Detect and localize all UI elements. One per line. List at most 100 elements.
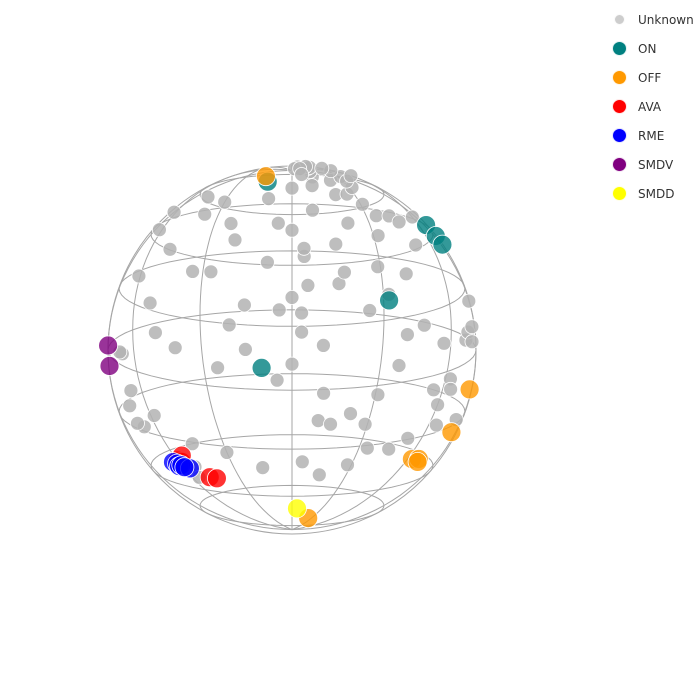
data-point-unknown[interactable] bbox=[311, 467, 327, 483]
data-point-unknown[interactable] bbox=[296, 240, 312, 256]
data-point-unknown[interactable] bbox=[310, 413, 326, 429]
data-point-unknown[interactable] bbox=[221, 317, 237, 333]
data-point-unknown[interactable] bbox=[284, 180, 300, 196]
data-point-unknown[interactable] bbox=[340, 457, 355, 473]
data-point-unknown[interactable] bbox=[131, 268, 147, 284]
data-point-unknown[interactable] bbox=[370, 228, 386, 244]
data-point-unknown[interactable] bbox=[300, 277, 316, 293]
data-point-unknown[interactable] bbox=[343, 406, 358, 422]
legend-label: AVA bbox=[638, 99, 662, 114]
data-point-on[interactable] bbox=[379, 290, 400, 311]
data-point-unknown[interactable] bbox=[368, 208, 384, 224]
data-point-unknown[interactable] bbox=[343, 168, 359, 184]
data-point-unknown[interactable] bbox=[316, 385, 332, 401]
data-point-smdv[interactable] bbox=[99, 356, 120, 376]
data-point-unknown[interactable] bbox=[314, 160, 330, 176]
data-point-unknown[interactable] bbox=[315, 337, 331, 353]
data-point-unknown[interactable] bbox=[328, 236, 344, 252]
data-point-unknown[interactable] bbox=[123, 383, 139, 399]
data-point-unknown[interactable] bbox=[259, 254, 275, 270]
data-point-unknown[interactable] bbox=[404, 209, 420, 225]
data-point-unknown[interactable] bbox=[203, 264, 219, 280]
data-point-unknown[interactable] bbox=[381, 441, 397, 457]
data-point-unknown[interactable] bbox=[399, 327, 415, 343]
data-point-off[interactable] bbox=[255, 166, 276, 187]
data-point-unknown[interactable] bbox=[269, 372, 285, 388]
data-point-unknown[interactable] bbox=[391, 358, 407, 373]
data-point-unknown[interactable] bbox=[391, 214, 407, 230]
data-point-unknown[interactable] bbox=[284, 356, 300, 372]
data-point-unknown[interactable] bbox=[237, 341, 253, 357]
data-point-unknown[interactable] bbox=[370, 259, 386, 275]
data-point-unknown[interactable] bbox=[236, 297, 252, 313]
data-point-unknown[interactable] bbox=[359, 440, 375, 456]
legend-item-on[interactable]: ON bbox=[610, 34, 700, 63]
legend-item-smdd[interactable]: SMDD bbox=[610, 179, 700, 208]
data-point-on[interactable] bbox=[251, 357, 272, 378]
data-point-unknown[interactable] bbox=[284, 222, 300, 238]
data-point-unknown[interactable] bbox=[166, 204, 182, 220]
legend-item-rme[interactable]: RME bbox=[610, 121, 700, 150]
data-point-unknown[interactable] bbox=[184, 436, 200, 452]
data-point-unknown[interactable] bbox=[270, 215, 286, 231]
data-point-unknown[interactable] bbox=[461, 293, 477, 309]
data-point-unknown[interactable] bbox=[428, 417, 444, 433]
data-point-unknown[interactable] bbox=[219, 444, 235, 460]
data-point-unknown[interactable] bbox=[430, 397, 446, 413]
data-point-unknown[interactable] bbox=[398, 266, 414, 282]
data-point-ava[interactable] bbox=[206, 468, 227, 489]
data-point-unknown[interactable] bbox=[323, 416, 338, 432]
data-point-unknown[interactable] bbox=[416, 317, 432, 333]
data-point-unknown[interactable] bbox=[151, 222, 167, 238]
data-point-smdd[interactable] bbox=[287, 498, 307, 519]
data-point-unknown[interactable] bbox=[294, 167, 310, 182]
data-point-unknown[interactable] bbox=[294, 305, 310, 321]
data-point-unknown[interactable] bbox=[167, 340, 183, 356]
data-point-off[interactable] bbox=[407, 451, 428, 472]
data-point-unknown[interactable] bbox=[162, 241, 178, 257]
legend-item-smdv[interactable]: SMDV bbox=[610, 150, 700, 179]
data-point-unknown[interactable] bbox=[284, 289, 300, 305]
data-point-unknown[interactable] bbox=[294, 454, 310, 470]
data-point-unknown[interactable] bbox=[261, 191, 277, 207]
legend-item-ava[interactable]: AVA bbox=[610, 92, 700, 121]
data-point-unknown[interactable] bbox=[146, 408, 162, 423]
data-point-unknown[interactable] bbox=[122, 398, 138, 414]
data-point-unknown[interactable] bbox=[217, 194, 233, 210]
data-point-unknown[interactable] bbox=[130, 415, 145, 431]
data-point-unknown[interactable] bbox=[400, 430, 416, 446]
data-point-unknown[interactable] bbox=[426, 382, 442, 398]
data-point-unknown[interactable] bbox=[197, 206, 213, 222]
data-point-smdv[interactable] bbox=[98, 335, 118, 356]
data-point-off[interactable] bbox=[459, 379, 480, 400]
data-point-unknown[interactable] bbox=[340, 215, 356, 231]
data-point-off[interactable] bbox=[441, 422, 462, 443]
data-point-unknown[interactable] bbox=[362, 303, 378, 318]
data-point-unknown[interactable] bbox=[227, 232, 243, 248]
data-point-unknown[interactable] bbox=[223, 216, 239, 231]
data-point-unknown[interactable] bbox=[357, 416, 373, 432]
legend-item-unknown[interactable]: Unknown bbox=[610, 5, 700, 34]
data-point-unknown[interactable] bbox=[370, 387, 386, 403]
data-point-unknown[interactable] bbox=[443, 381, 459, 397]
data-point-unknown[interactable] bbox=[185, 263, 201, 279]
data-point-unknown[interactable] bbox=[210, 360, 226, 376]
data-point-unknown[interactable] bbox=[464, 334, 480, 350]
data-point-on[interactable] bbox=[432, 234, 453, 255]
data-point-unknown[interactable] bbox=[304, 178, 320, 194]
data-point-rme[interactable] bbox=[174, 457, 195, 478]
data-point-unknown[interactable] bbox=[142, 295, 158, 311]
data-point-unknown[interactable] bbox=[464, 319, 480, 335]
data-point-unknown[interactable] bbox=[354, 196, 370, 212]
data-point-unknown[interactable] bbox=[305, 202, 320, 218]
data-point-unknown[interactable] bbox=[436, 335, 452, 351]
data-point-unknown[interactable] bbox=[147, 325, 163, 341]
data-point-unknown[interactable] bbox=[294, 324, 310, 340]
data-point-unknown[interactable] bbox=[255, 460, 271, 476]
data-point-unknown[interactable] bbox=[336, 264, 352, 280]
data-point-unknown[interactable] bbox=[408, 237, 424, 253]
data-point-unknown[interactable] bbox=[200, 189, 216, 205]
data-point-unknown[interactable] bbox=[271, 302, 287, 318]
legend-item-off[interactable]: OFF bbox=[610, 63, 700, 92]
